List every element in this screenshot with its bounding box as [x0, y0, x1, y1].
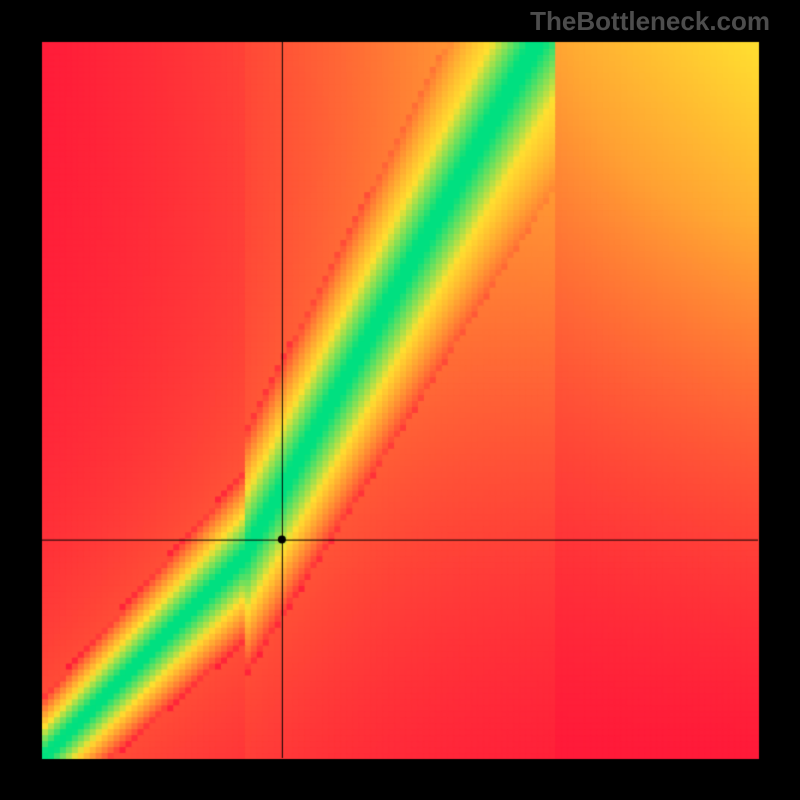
watermark-text: TheBottleneck.com: [530, 6, 770, 37]
bottleneck-colormap: [0, 0, 800, 800]
